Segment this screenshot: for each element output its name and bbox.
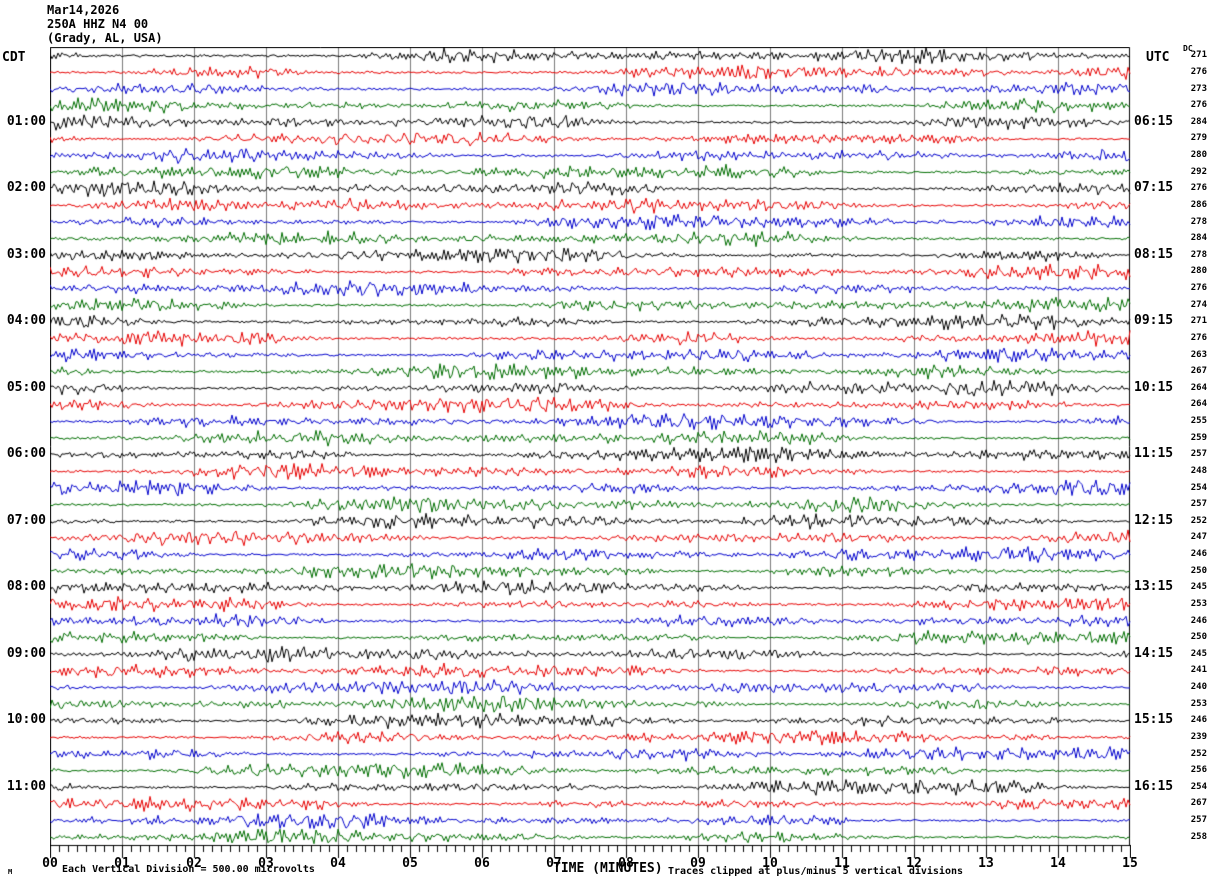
- dc-offset-value: 280: [1190, 150, 1207, 161]
- dc-offset-value: 254: [1190, 482, 1207, 493]
- minute-tick-label: 02: [186, 856, 202, 871]
- dc-offset-value: 240: [1190, 682, 1207, 693]
- recording-header: Mar14,2026 250A HHZ N4 00 (Grady, AL, USA): [47, 3, 163, 45]
- dc-column-header: DC: [1183, 44, 1193, 53]
- x-axis-title: TIME (MINUTES): [553, 861, 663, 876]
- dc-offset-value: 245: [1190, 648, 1207, 659]
- utc-hour-label: 14:15: [1134, 645, 1174, 661]
- cdt-hour-label: 02:00: [6, 180, 46, 196]
- dc-offset-value: 278: [1190, 216, 1207, 227]
- utc-hour-label: 09:15: [1134, 313, 1174, 329]
- dc-offset-value: 284: [1190, 233, 1207, 244]
- dc-offset-value: 276: [1190, 100, 1207, 111]
- dc-offset-value: 255: [1190, 416, 1207, 427]
- dc-offset-value: 276: [1190, 183, 1207, 194]
- vertical-division-note: Each Vertical Division = 500.00 microvol…: [62, 864, 315, 875]
- header-location: (Grady, AL, USA): [47, 31, 163, 45]
- dc-offset-value: 267: [1190, 798, 1207, 809]
- dc-offset-value: 252: [1190, 515, 1207, 526]
- cdt-hour-label: 07:00: [6, 512, 46, 528]
- dc-offset-value: 276: [1190, 66, 1207, 77]
- right-timezone-label: UTC: [1146, 50, 1170, 65]
- dc-offset-value: 278: [1190, 249, 1207, 260]
- utc-hour-label: 12:15: [1134, 512, 1174, 528]
- cdt-hour-label: 03:00: [6, 246, 46, 262]
- dc-offset-value: 273: [1190, 83, 1207, 94]
- cdt-hour-label: 04:00: [6, 313, 46, 329]
- header-date: Mar14,2026: [47, 3, 120, 17]
- dc-offset-value: 252: [1190, 748, 1207, 759]
- minute-tick-label: 03: [258, 856, 274, 871]
- cdt-hour-label: 01:00: [6, 113, 46, 129]
- utc-hour-label: 13:15: [1134, 579, 1174, 595]
- dc-offset-value: 267: [1190, 366, 1207, 377]
- dc-offset-value: 246: [1190, 615, 1207, 626]
- dc-offset-value: 279: [1190, 133, 1207, 144]
- minute-tick-label: 08: [618, 856, 634, 871]
- minute-tick-label: 13: [978, 856, 994, 871]
- dc-offset-value: 254: [1190, 781, 1207, 792]
- minute-tick-label: 11: [834, 856, 850, 871]
- helicorder-plot[interactable]: [50, 47, 1131, 862]
- minute-tick-label: 06: [474, 856, 490, 871]
- dc-offset-value: 245: [1190, 582, 1207, 593]
- utc-hour-label: 06:15: [1134, 113, 1174, 129]
- minute-tick-label: 07: [546, 856, 562, 871]
- minute-tick-label: 12: [906, 856, 922, 871]
- dc-offset-value: 256: [1190, 765, 1207, 776]
- watermark-glyph: M: [8, 868, 13, 876]
- dc-offset-value: 247: [1190, 532, 1207, 543]
- utc-hour-label: 15:15: [1134, 712, 1174, 728]
- dc-offset-value: 253: [1190, 698, 1207, 709]
- clip-note: Traces clipped at plus/minus 5 vertical …: [668, 866, 964, 877]
- header-station: 250A HHZ N4 00: [47, 17, 149, 31]
- dc-offset-value: 276: [1190, 332, 1207, 343]
- dc-offset-value: 253: [1190, 598, 1207, 609]
- dc-offset-value: 239: [1190, 731, 1207, 742]
- dc-offset-value: 241: [1190, 665, 1207, 676]
- dc-offset-value: 271: [1190, 316, 1207, 327]
- dc-offset-value: 263: [1190, 349, 1207, 360]
- cdt-hour-label: 10:00: [6, 712, 46, 728]
- utc-hour-label: 07:15: [1134, 180, 1174, 196]
- minute-tick-label: 05: [402, 856, 418, 871]
- cdt-hour-label: 06:00: [6, 446, 46, 462]
- dc-offset-value: 248: [1190, 465, 1207, 476]
- dc-offset-value: 271: [1190, 50, 1207, 61]
- cdt-hour-label: 08:00: [6, 579, 46, 595]
- minute-tick-label: 01: [114, 856, 130, 871]
- dc-offset-value: 264: [1190, 399, 1207, 410]
- left-timezone-label: CDT: [2, 50, 26, 65]
- dc-offset-value: 246: [1190, 715, 1207, 726]
- dc-offset-value: 258: [1190, 831, 1207, 842]
- dc-offset-value: 257: [1190, 815, 1207, 826]
- minute-tick-label: 14: [1050, 856, 1066, 871]
- utc-hour-label: 11:15: [1134, 446, 1174, 462]
- dc-offset-value: 257: [1190, 449, 1207, 460]
- utc-hour-label: 10:15: [1134, 379, 1174, 395]
- dc-offset-value: 292: [1190, 166, 1207, 177]
- cdt-hour-label: 05:00: [6, 379, 46, 395]
- dc-offset-value: 280: [1190, 266, 1207, 277]
- dc-offset-value: 274: [1190, 299, 1207, 310]
- cdt-hour-label: 09:00: [6, 645, 46, 661]
- minute-tick-label: 15: [1122, 856, 1138, 871]
- dc-offset-value: 259: [1190, 432, 1207, 443]
- dc-offset-value: 246: [1190, 549, 1207, 560]
- minute-tick-label: 00: [42, 856, 58, 871]
- dc-offset-value: 284: [1190, 116, 1207, 127]
- utc-hour-label: 08:15: [1134, 246, 1174, 262]
- dc-offset-value: 257: [1190, 499, 1207, 510]
- dc-offset-value: 276: [1190, 283, 1207, 294]
- dc-offset-value: 286: [1190, 199, 1207, 210]
- minute-tick-label: 09: [690, 856, 706, 871]
- dc-offset-value: 250: [1190, 632, 1207, 643]
- dc-offset-value: 250: [1190, 565, 1207, 576]
- minute-tick-label: 10: [762, 856, 778, 871]
- dc-offset-value: 264: [1190, 382, 1207, 393]
- minute-tick-label: 04: [330, 856, 346, 871]
- cdt-hour-label: 11:00: [6, 778, 46, 794]
- utc-hour-label: 16:15: [1134, 778, 1174, 794]
